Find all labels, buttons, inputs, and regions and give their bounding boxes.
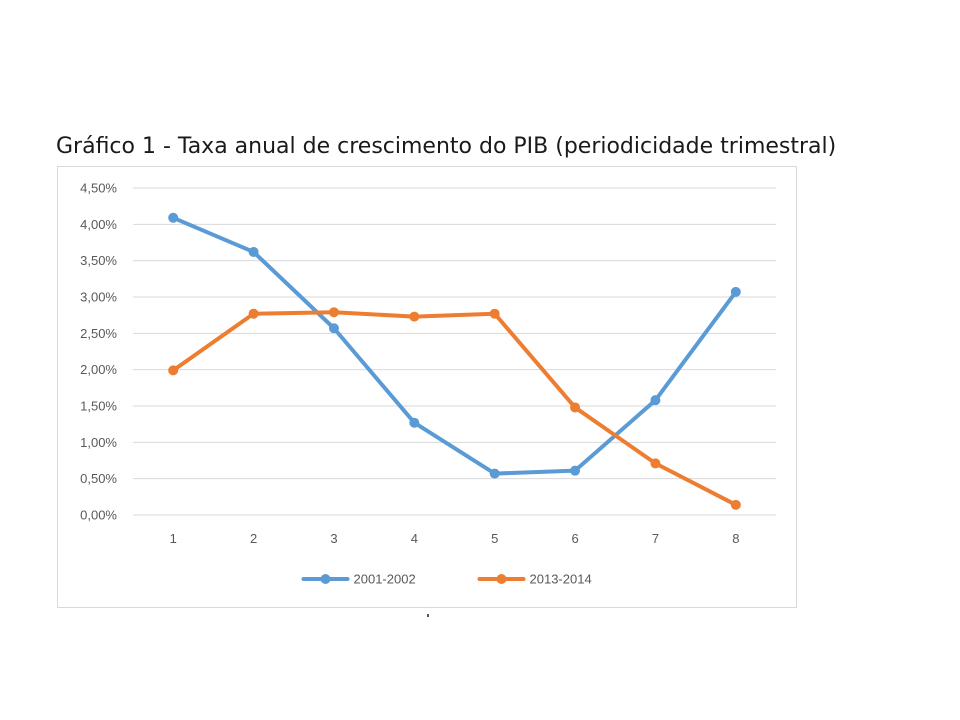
data-point [409,417,420,428]
legend-item: 2013-2014 [477,572,592,587]
y-tick-label: 4,00% [80,217,117,232]
x-axis-tick-labels: 1 2 3 4 5 6 7 8 [170,531,740,546]
data-point [328,307,339,318]
data-point [409,311,420,322]
data-point [168,212,179,223]
x-tick-label: 7 [652,531,659,546]
data-point [168,365,179,376]
data-point [650,395,661,406]
series-line [171,310,738,507]
legend-marker [496,574,507,584]
series-lines [168,212,741,510]
x-tick-label: 1 [170,531,177,546]
y-tick-label: 2,00% [80,362,117,377]
data-point [328,323,339,334]
data-point [650,458,661,469]
data-point [730,286,741,297]
x-tick-label: 6 [571,531,578,546]
y-tick-label: 1,00% [80,435,117,450]
series-2013-2014 [168,307,741,510]
y-tick-label: 0,00% [80,508,117,523]
y-tick-label: 1,50% [80,399,117,414]
y-tick-label: 2,50% [80,326,117,341]
legend-label: 2013-2014 [530,572,592,587]
data-point [570,402,581,413]
chart-title: Gráfico 1 - Taxa anual de crescimento do… [56,134,837,159]
line-chart: 0,00% 0,50% 1,00% 1,50% 2,00% 2,50% 3,00% 3,50%… [80,181,776,587]
series-line [171,215,738,476]
legend: 2001-2002 2013-2014 [301,572,592,587]
legend-label: 2001-2002 [354,572,416,587]
x-tick-label: 8 [732,531,739,546]
data-point [248,308,259,319]
x-tick-label: 4 [411,531,418,546]
data-point [730,499,741,510]
y-tick-label: 3,00% [80,290,117,305]
y-axis-tick-labels: 0,00% 0,50% 1,00% 1,50% 2,00% 2,50% 3,00% 3,50%… [80,181,117,523]
x-tick-label: 5 [491,531,498,546]
x-tick-label: 2 [250,531,257,546]
data-point [570,465,581,476]
data-point [489,468,500,479]
series-2001-2002 [168,212,741,479]
y-tick-label: 0,50% [80,471,117,486]
y-tick-label: 4,50% [80,181,117,196]
data-point [248,246,259,257]
legend-item: 2001-2002 [301,572,416,587]
legend-marker [320,574,331,584]
data-point [489,308,500,319]
chart-area: 0,00% 0,50% 1,00% 1,50% 2,00% 2,50% 3,00% 3,50%… [57,166,797,608]
stray-mark [427,614,429,617]
y-tick-label: 3,50% [80,253,117,268]
x-tick-label: 3 [330,531,337,546]
gridlines [133,187,776,516]
